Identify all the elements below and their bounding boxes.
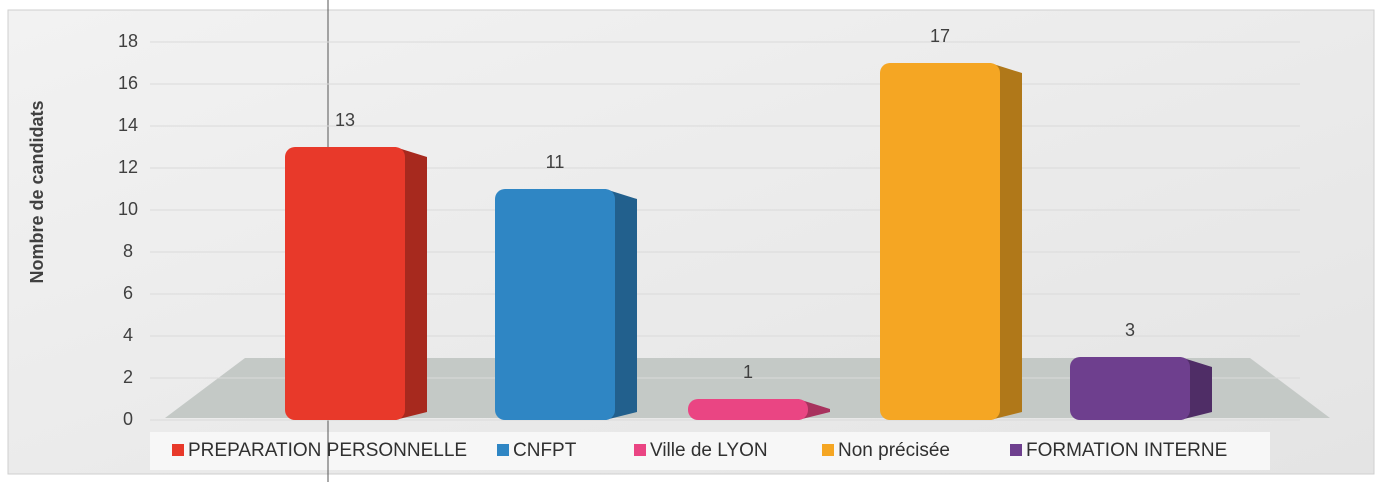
data-label: 1 [743, 362, 753, 382]
legend-swatch [172, 444, 184, 456]
legend-label: PREPARATION PERSONNELLE [188, 440, 467, 461]
bar [285, 147, 405, 420]
bar [1070, 357, 1190, 420]
bar-group: 17 [880, 26, 1022, 420]
data-label: 3 [1125, 320, 1135, 340]
bar [688, 399, 808, 420]
bar [880, 63, 1000, 420]
y-tick-label: 16 [118, 73, 138, 93]
y-tick-label: 8 [123, 241, 133, 261]
floor [165, 358, 1330, 418]
y-axis-label: Nombre de candidats [27, 100, 47, 283]
legend-swatch [1010, 444, 1022, 456]
y-tick-label: 12 [118, 157, 138, 177]
legend-swatch [634, 444, 646, 456]
bar-group: 1 [688, 362, 830, 420]
y-tick-label: 14 [118, 115, 138, 135]
y-tick-label: 2 [123, 367, 133, 387]
legend-label: FORMATION INTERNE [1026, 440, 1227, 461]
data-label: 13 [335, 110, 355, 130]
y-tick-label: 10 [118, 199, 138, 219]
y-tick-label: 0 [123, 409, 133, 429]
legend-label: Ville de LYON [650, 440, 768, 461]
data-label: 11 [546, 152, 565, 172]
bar [495, 189, 615, 420]
legend-label: Non précisée [838, 440, 950, 461]
bar-group: 13 [285, 110, 427, 420]
data-label: 17 [930, 26, 950, 46]
bar-group: 3 [1070, 320, 1212, 420]
legend-box [150, 432, 1270, 470]
bar-group: 11 [495, 152, 637, 420]
legend-swatch [497, 444, 509, 456]
legend-swatch [822, 444, 834, 456]
y-tick-label: 6 [123, 283, 133, 303]
y-tick-label: 18 [118, 31, 138, 51]
legend-label: CNFPT [513, 440, 577, 461]
y-tick-label: 4 [123, 325, 133, 345]
